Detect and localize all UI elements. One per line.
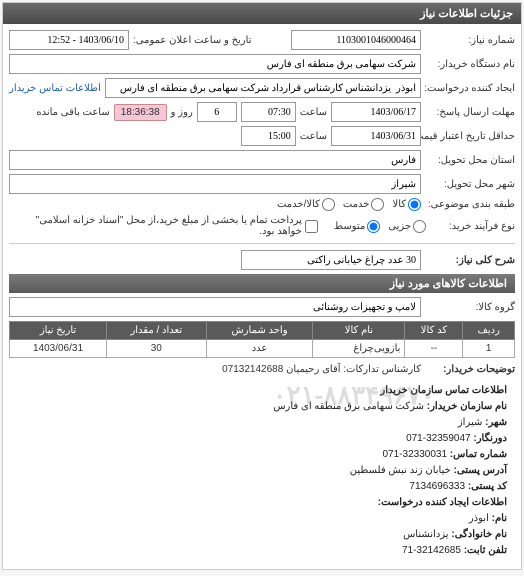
partial-pay-checkbox[interactable] <box>305 220 318 233</box>
row-validity: حداقل تاریخ اعتبار قیمت: ساعت <box>9 126 515 146</box>
radio-motavaset-label[interactable]: متوسط <box>334 220 380 233</box>
buyer-note: کارشناس تدارکات: آقای رحیمیان 0713214268… <box>222 364 421 375</box>
deadline-time[interactable] <box>241 102 296 122</box>
buyer-org-input[interactable] <box>9 54 421 74</box>
contact-tel-line: تلفن ثابت: 32142685-71 <box>17 543 507 559</box>
td-unit: عدد <box>206 340 313 358</box>
contact-addr-line: آدرس پستی: خیابان زند نبش فلسطین <box>17 463 507 479</box>
buytype-label: نوع فرآیند خرید: <box>430 221 515 232</box>
td-name: بازویی‌چراغ <box>313 340 405 358</box>
radio-jozi[interactable] <box>413 220 426 233</box>
divider <box>9 243 515 244</box>
group-label: گروه کالا: <box>425 302 515 313</box>
radio-khadamat-label[interactable]: خدمت <box>343 198 385 211</box>
group-input[interactable] <box>9 297 421 317</box>
radio-kalakhadamat[interactable] <box>322 198 335 211</box>
need-no-input[interactable] <box>291 30 421 50</box>
th-date: تاریخ نیاز <box>10 322 107 340</box>
row-need-no: شماره نیاز: تاریخ و ساعت اعلان عمومی: <box>9 30 515 50</box>
table-header-row: ردیف کد کالا نام کالا واحد شمارش تعداد /… <box>10 322 515 340</box>
row-group: گروه کالا: <box>9 297 515 317</box>
row-buyer-org: نام دستگاه خریدار: <box>9 54 515 74</box>
row-buytype: نوع فرآیند خرید: جزیی متوسط پرداخت تمام … <box>9 215 515 237</box>
contact-block: اطلاعات تماس سازمان خریدار نام سازمان خر… <box>9 379 515 563</box>
radio-kalakhadamat-label[interactable]: کالا/خدمت <box>277 198 335 211</box>
req-creator-title: اطلاعات ایجاد کننده درخواست: <box>17 495 507 511</box>
city-label: شهر محل تحویل: <box>425 179 515 190</box>
contact-name-line: نام: ابوذر <box>17 511 507 527</box>
row-city: شهر محل تحویل: <box>9 174 515 194</box>
city-input[interactable] <box>9 174 421 194</box>
row-deadline: مهلت ارسال پاسخ: ساعت روز و 18:36:38 ساع… <box>9 102 515 122</box>
deadline-date[interactable] <box>331 102 421 122</box>
table-row: 1 -- بازویی‌چراغ عدد 30 1403/06/31 <box>10 340 515 358</box>
announce-label: تاریخ و ساعت اعلان عمومی: <box>133 35 252 46</box>
radio-khadamat[interactable] <box>371 198 384 211</box>
time-label-2: ساعت <box>300 131 327 142</box>
buyer-org-label: نام دستگاه خریدار: <box>425 59 515 70</box>
row-province: استان محل تحویل: <box>9 150 515 170</box>
row-category: طبقه بندی موضوعی: کالا خدمت کالا/خدمت <box>9 198 515 211</box>
radio-motavaset[interactable] <box>367 220 380 233</box>
category-label: طبقه بندی موضوعی: <box>425 199 515 210</box>
contact-city-line: شهر: شیراز <box>17 415 507 431</box>
days-label: روز و <box>171 107 193 118</box>
deadline-label: مهلت ارسال پاسخ: <box>425 107 515 118</box>
panel-body: شماره نیاز: تاریخ و ساعت اعلان عمومی: نا… <box>3 24 521 569</box>
remaining-time-badge: 18:36:38 <box>114 104 167 121</box>
radio-jozi-label[interactable]: جزیی <box>388 220 426 233</box>
announce-input[interactable] <box>9 30 129 50</box>
category-radio-group: کالا خدمت کالا/خدمت <box>277 198 421 211</box>
buyer-info-link[interactable]: اطلاعات تماس خریدار <box>9 83 101 94</box>
td-code: -- <box>405 340 463 358</box>
th-code: کد کالا <box>405 322 463 340</box>
radio-kala[interactable] <box>408 198 421 211</box>
td-date: 1403/06/31 <box>10 340 107 358</box>
th-unit: واحد شمارش <box>206 322 313 340</box>
contact-org-line: نام سازمان خریدار: شرکت سهامی برق منطقه … <box>17 399 507 415</box>
keyword-label: شرح کلی نیاز: <box>425 255 515 266</box>
validity-label: حداقل تاریخ اعتبار قیمت: <box>425 131 515 142</box>
keyword-input[interactable] <box>241 250 421 270</box>
row-buyer-note: توضیحات خریدار: کارشناس تدارکات: آقای رح… <box>9 364 515 375</box>
validity-date[interactable] <box>331 126 421 146</box>
need-no-label: شماره نیاز: <box>425 35 515 46</box>
row-keyword: شرح کلی نیاز: <box>9 250 515 270</box>
contact-title: اطلاعات تماس سازمان خریدار <box>17 383 507 399</box>
goods-table: ردیف کد کالا نام کالا واحد شمارش تعداد /… <box>9 321 515 358</box>
remaining-label: ساعت باقی مانده <box>36 107 109 118</box>
days-input[interactable] <box>197 102 237 122</box>
creator-label: ایجاد کننده درخواست: <box>425 83 515 94</box>
partial-pay-label[interactable]: پرداخت تمام یا بخشی از مبلغ خرید،از محل … <box>9 215 318 237</box>
province-input[interactable] <box>9 150 421 170</box>
contact-post-line: کد پستی: 7134696333 <box>17 479 507 495</box>
buytype-radio-group: جزیی متوسط <box>334 220 426 233</box>
td-row: 1 <box>463 340 515 358</box>
panel-title: جزئیات اطلاعات نیاز <box>3 3 521 24</box>
validity-time[interactable] <box>241 126 296 146</box>
time-label-1: ساعت <box>300 107 327 118</box>
contact-fax-line: دورنگار: 32359047-071 <box>17 431 507 447</box>
contact-lname-line: نام خانوادگی: یزدانشناس <box>17 527 507 543</box>
radio-kala-label[interactable]: کالا <box>392 198 421 211</box>
td-qty: 30 <box>106 340 206 358</box>
th-name: نام کالا <box>313 322 405 340</box>
th-row: ردیف <box>463 322 515 340</box>
buyer-note-label: توضیحات خریدار: <box>425 364 515 375</box>
contact-phone-line: شماره تماس: 32330031-071 <box>17 447 507 463</box>
need-details-panel: جزئیات اطلاعات نیاز شماره نیاز: تاریخ و … <box>2 2 522 570</box>
creator-input[interactable] <box>105 78 421 98</box>
row-creator: ایجاد کننده درخواست: اطلاعات تماس خریدار <box>9 78 515 98</box>
goods-section-title: اطلاعات کالاهای مورد نیاز <box>9 274 515 293</box>
th-qty: تعداد / مقدار <box>106 322 206 340</box>
province-label: استان محل تحویل: <box>425 155 515 166</box>
